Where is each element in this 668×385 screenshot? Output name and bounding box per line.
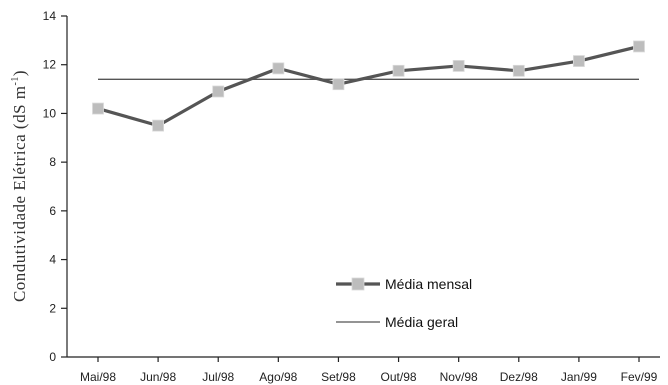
- x-tick-label: Jul/98: [202, 370, 234, 384]
- y-tick-label: 0: [49, 350, 56, 364]
- y-axis-label: Condutividade Elétrica (dS m-1): [10, 70, 29, 302]
- y-tick-label: 12: [43, 58, 57, 72]
- legend-label-media-mensal: Média mensal: [385, 276, 472, 292]
- x-tick-label: Jan/99: [561, 370, 597, 384]
- data-point: [512, 64, 525, 77]
- x-tick-label: Out/98: [381, 370, 417, 384]
- data-point: [212, 85, 225, 98]
- x-tick-label: Set/98: [321, 370, 356, 384]
- y-axis-label-close: ): [10, 70, 29, 76]
- y-tick-label: 10: [43, 106, 57, 120]
- x-ticks: Mai/98 Jun/98 Jul/98 Ago/98 Set/98 Out/98 Nov/…: [80, 357, 658, 384]
- y-tick-label: 6: [49, 204, 56, 218]
- data-point: [392, 64, 405, 77]
- data-point: [633, 40, 645, 53]
- legend-label-media-geral: Média geral: [385, 314, 458, 330]
- x-tick-label: Nov/98: [440, 370, 478, 384]
- y-ticks: 0 2 4 6 8 10 12 14: [43, 9, 67, 364]
- data-point: [272, 62, 285, 75]
- y-tick-label: 4: [49, 253, 56, 267]
- legend: Média mensal Média geral: [336, 276, 472, 330]
- y-axis-label-exponent: -1: [10, 76, 21, 85]
- data-point: [92, 102, 104, 115]
- x-tick-label: Fev/99: [621, 370, 658, 384]
- chart-axes: [66, 16, 660, 358]
- y-tick-label: 2: [49, 301, 56, 315]
- legend-marker-media-mensal: [351, 277, 365, 291]
- x-tick-label: Jun/98: [140, 370, 176, 384]
- series-layer: [92, 40, 645, 132]
- data-point: [332, 78, 345, 91]
- x-tick-label: Mai/98: [80, 370, 116, 384]
- y-tick-label: 14: [43, 9, 57, 23]
- x-tick-label: Dez/98: [500, 370, 538, 384]
- series-line-media-mensal: [97, 44, 640, 128]
- data-point: [572, 55, 585, 67]
- data-point: [152, 119, 165, 132]
- x-tick-label: Ago/98: [259, 370, 297, 384]
- data-point: [452, 60, 465, 72]
- y-tick-label: 8: [49, 155, 56, 169]
